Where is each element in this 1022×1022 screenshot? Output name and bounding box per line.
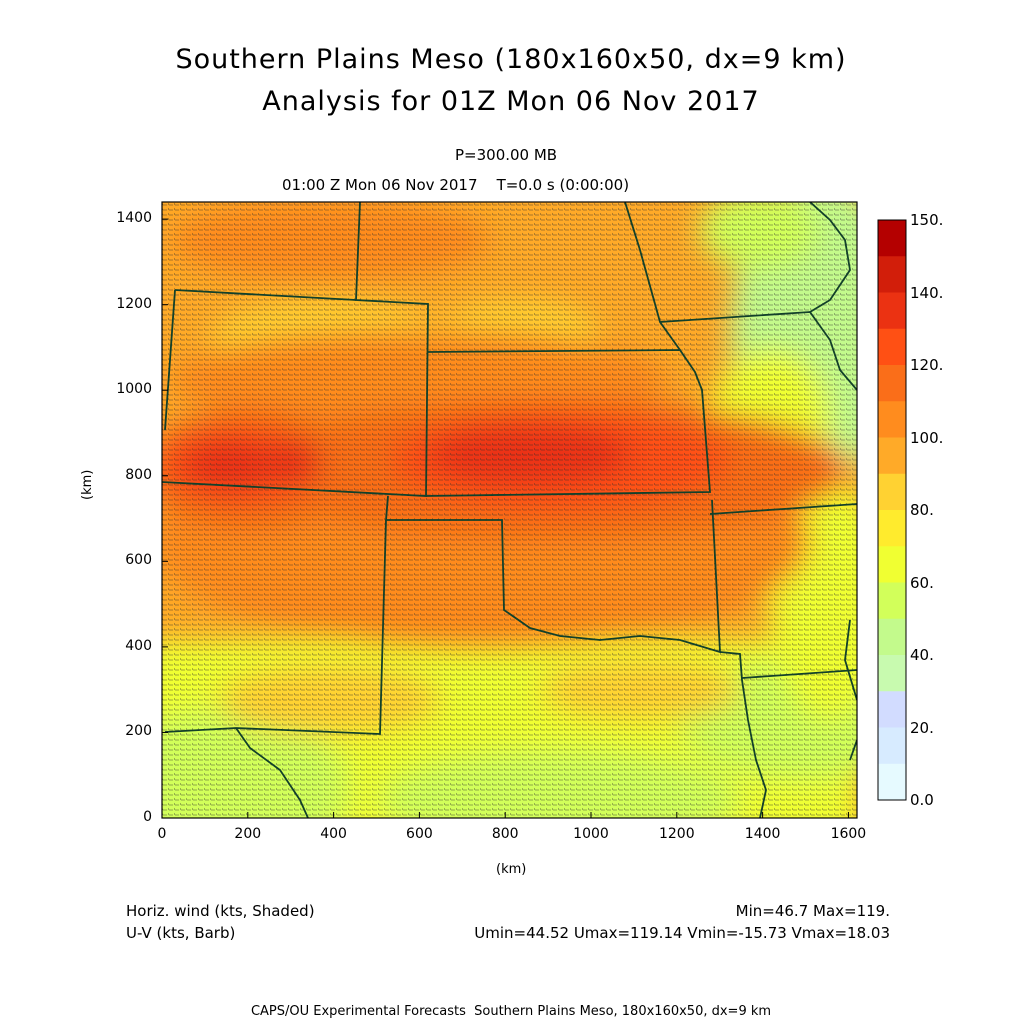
x-tick-label: 200 xyxy=(234,826,262,842)
colorbar-label: 120. xyxy=(910,356,944,374)
colorbar-label: 100. xyxy=(910,428,944,447)
colorbar-label: 40. xyxy=(910,646,934,664)
colorbar-label: 140. xyxy=(910,283,944,302)
x-tick-label: 800 xyxy=(491,826,519,842)
colorbar-swatch xyxy=(878,401,906,438)
colorbar-swatch xyxy=(878,292,906,330)
colorbar-swatch xyxy=(878,763,906,801)
colorbar-label: 20. xyxy=(910,718,934,737)
x-tick-label: 1000 xyxy=(573,826,609,842)
x-axis-unit: (km) xyxy=(496,862,527,877)
colorbar-label: 60. xyxy=(910,573,934,592)
y-axis-unit: (km) xyxy=(80,469,95,500)
y-tick-label: 400 xyxy=(125,637,152,654)
colorbar-swatch xyxy=(878,473,906,511)
barb-field-legend: U-V (kts, Barb) xyxy=(126,924,236,942)
x-tick-label: 1400 xyxy=(744,826,781,842)
footer-credit: CAPS/OU Experimental Forecasts Southern … xyxy=(250,1004,772,1019)
wind-speed-shading xyxy=(162,202,857,818)
y-tick-label: 0 xyxy=(143,809,152,825)
colorbar-swatch xyxy=(878,365,906,402)
min-max-stats: Min=46.7 Max=119. xyxy=(735,902,890,920)
colorbar-swatch xyxy=(878,546,906,583)
y-tick-marks xyxy=(162,218,168,819)
x-tick-label: 1600 xyxy=(830,826,867,842)
map-title: Southern Plains Meso (180x160x50, dx=9 k… xyxy=(175,44,847,75)
y-tick-label: 1200 xyxy=(116,295,152,312)
pressure-level-label: P=300.00 MB xyxy=(455,146,558,164)
colorbar-swatch xyxy=(878,510,906,547)
colorbar-swatch xyxy=(878,437,906,475)
plot-frame xyxy=(161,201,858,819)
x-tick-label: 600 xyxy=(406,826,433,842)
colorbar-label: 0.0 xyxy=(910,791,934,809)
x-tick-label: 0 xyxy=(157,826,167,842)
colorbar-swatch xyxy=(878,582,906,620)
colorbar-label: 80. xyxy=(910,501,934,519)
shaded-field-legend: Horiz. wind (kts, Shaded) xyxy=(126,902,315,920)
colorbar-swatch xyxy=(878,328,906,366)
x-tick-label: 1200 xyxy=(658,826,695,842)
y-tick-label: 200 xyxy=(125,723,152,740)
x-tick-marks xyxy=(161,812,849,818)
y-tick-label: 1400 xyxy=(116,210,152,227)
y-tick-label: 600 xyxy=(125,552,152,569)
colorbar-swatch xyxy=(878,220,906,257)
colorbar-swatch xyxy=(878,256,906,293)
colorbar-label: 150. xyxy=(910,211,944,229)
state-boundaries xyxy=(162,202,857,818)
y-tick-label: 800 xyxy=(125,466,152,483)
x-tick-label: 400 xyxy=(320,826,347,842)
colorbar xyxy=(877,219,907,801)
colorbar-swatch xyxy=(878,655,906,692)
map-subtitle: Analysis for 01Z Mon 06 Nov 2017 xyxy=(262,86,760,117)
forecast-time-label: 01:00 Z Mon 06 Nov 2017 T=0.0 s (0:00:00… xyxy=(282,176,630,194)
uv-stats: Umin=44.52 Umax=119.14 Vmin=-15.73 Vmax=… xyxy=(474,924,890,942)
y-tick-label: 1000 xyxy=(116,381,152,398)
colorbar-swatch xyxy=(878,691,906,728)
colorbar-frame xyxy=(877,219,907,801)
colorbar-swatch xyxy=(878,727,906,765)
colorbar-swatch xyxy=(878,618,906,656)
